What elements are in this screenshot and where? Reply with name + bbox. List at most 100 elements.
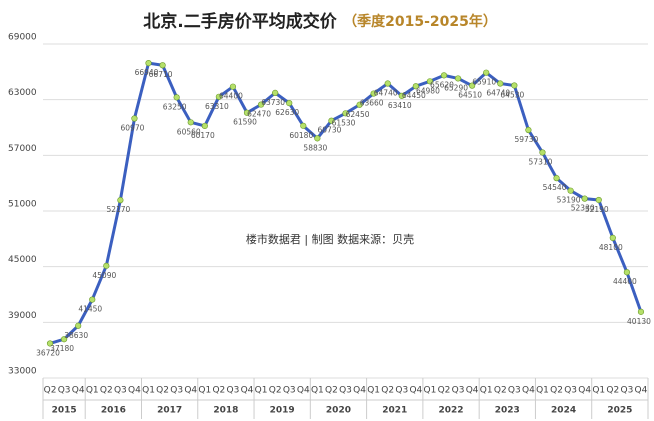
year-label: 2016	[101, 406, 126, 416]
y-tick-label: 63000	[8, 88, 37, 98]
data-point	[314, 135, 321, 142]
data-point	[272, 89, 279, 96]
data-point	[187, 119, 194, 126]
x-tick-label: Q4	[297, 386, 310, 396]
x-tick-label: Q1	[480, 386, 493, 396]
year-label: 2022	[438, 406, 463, 416]
data-label: 60560	[177, 127, 201, 136]
data-point	[525, 126, 532, 134]
data-label: 63730	[261, 98, 285, 107]
data-point	[229, 83, 237, 90]
data-label: 62630	[275, 108, 299, 117]
x-tick-label: Q3	[339, 386, 352, 396]
data-label: 63410	[388, 101, 412, 110]
year-label: 2025	[607, 406, 632, 416]
data-point	[454, 75, 462, 82]
year-label: 2017	[157, 406, 182, 416]
data-label: 62450	[346, 110, 370, 119]
data-point	[89, 296, 96, 303]
x-tick-label: Q1	[198, 386, 211, 396]
data-label: 63250	[163, 102, 187, 111]
data-label: 37180	[50, 344, 74, 353]
data-point	[257, 101, 265, 108]
x-tick-label: Q2	[438, 386, 451, 396]
data-point	[145, 60, 152, 67]
data-point	[398, 92, 405, 99]
x-tick-label: Q2	[494, 386, 507, 396]
x-tick-label: Q1	[424, 386, 437, 396]
y-tick-label: 39000	[8, 311, 37, 321]
data-label: 65290	[444, 83, 468, 92]
data-point	[511, 82, 518, 89]
x-tick-label: Q3	[564, 386, 577, 396]
data-point	[215, 93, 222, 100]
year-label: 2019	[270, 406, 295, 416]
data-point	[539, 149, 546, 156]
y-tick-label: 51000	[8, 200, 37, 210]
data-label: 61530	[332, 118, 356, 127]
data-label: 41450	[78, 305, 102, 314]
data-label: 64530	[500, 90, 524, 99]
annotation: 楼市数据君 | 制图 数据来源：贝壳	[246, 232, 414, 246]
x-tick-label: Q3	[58, 386, 71, 396]
data-point	[440, 72, 448, 79]
x-tick-label: Q2	[550, 386, 563, 396]
x-tick-label: Q4	[184, 386, 197, 396]
x-tick-label: Q3	[170, 386, 183, 396]
data-point	[609, 234, 616, 242]
x-tick-label: Q4	[578, 386, 591, 396]
x-tick-label: Q2	[156, 386, 169, 396]
x-tick-label: Q2	[100, 386, 113, 396]
data-point	[61, 336, 68, 343]
x-tick-label: Q4	[353, 386, 366, 396]
x-tick-label: Q4	[522, 386, 535, 396]
year-label: 2021	[382, 406, 407, 416]
data-label: 60970	[121, 124, 145, 133]
data-point	[173, 94, 180, 101]
data-point	[243, 109, 251, 116]
x-tick-label: Q3	[283, 386, 296, 396]
data-label: 38630	[64, 331, 88, 340]
data-point	[342, 110, 349, 117]
x-tick-label: Q1	[142, 386, 155, 396]
x-tick-label: Q2	[212, 386, 225, 396]
data-point	[103, 262, 110, 269]
data-label: 64510	[458, 91, 482, 100]
x-tick-label: Q4	[635, 386, 648, 396]
data-label: 44400	[613, 277, 637, 286]
data-point	[328, 117, 335, 124]
x-tick-label: Q1	[86, 386, 99, 396]
data-point	[75, 322, 82, 329]
x-tick-label: Q3	[395, 386, 408, 396]
data-label: 64740	[374, 89, 398, 98]
data-label: 54540	[543, 183, 567, 192]
data-point	[370, 90, 377, 97]
x-tick-label: Q4	[241, 386, 254, 396]
data-point	[159, 62, 166, 69]
data-label: 53190	[557, 196, 581, 205]
x-tick-label: Q3	[508, 386, 521, 396]
year-label: 2018	[213, 406, 238, 416]
data-label: 64400	[219, 92, 243, 101]
data-point	[46, 340, 54, 347]
chart-subtitle: （季度2015-2025年）	[343, 13, 497, 30]
data-label: 62470	[247, 110, 271, 119]
data-label: 65620	[430, 80, 454, 89]
data-point	[117, 197, 124, 204]
data-point	[567, 187, 574, 194]
x-tick-label: Q4	[409, 386, 422, 396]
data-label: 66710	[149, 70, 173, 79]
data-label: 45090	[92, 271, 116, 280]
x-tick-label: Q1	[311, 386, 324, 396]
x-tick-label: Q4	[466, 386, 479, 396]
x-tick-label: Q3	[114, 386, 127, 396]
data-label: 64740	[486, 89, 510, 98]
data-point	[637, 308, 645, 315]
data-label: 65910	[472, 78, 496, 87]
data-label: 40130	[627, 317, 651, 326]
x-tick-label: Q1	[592, 386, 605, 396]
x-tick-label: Q2	[381, 386, 394, 396]
x-tick-label: Q3	[227, 386, 240, 396]
data-point	[497, 80, 504, 87]
